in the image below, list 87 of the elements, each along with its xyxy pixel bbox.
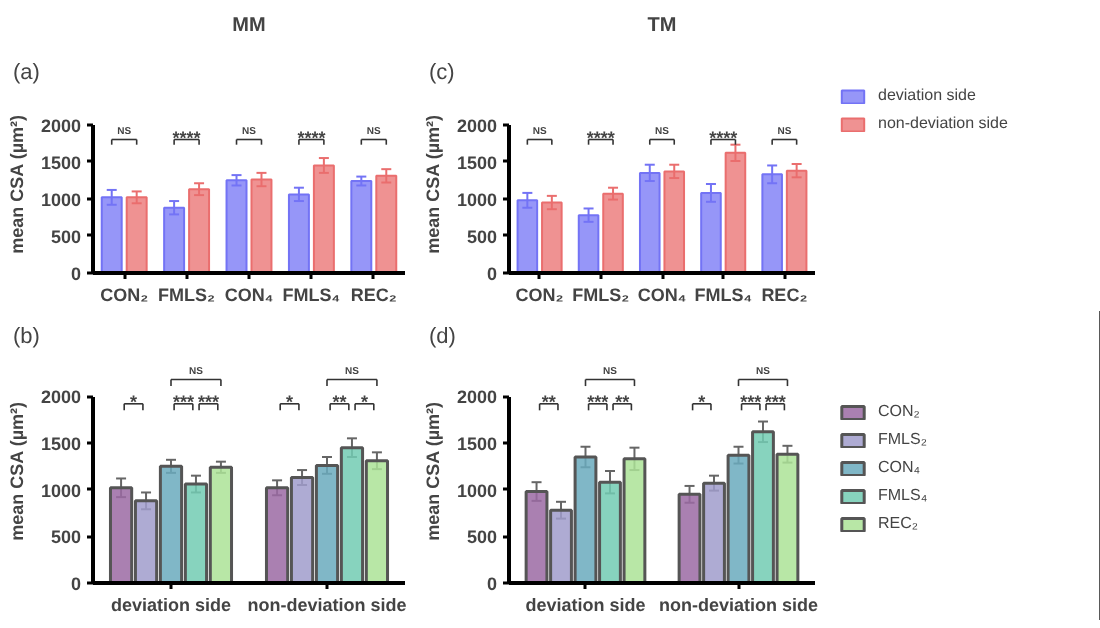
bar — [638, 171, 661, 273]
x-tick-label: non-deviation side — [247, 595, 407, 615]
y-tick-label: 0 — [486, 574, 498, 594]
y-axis-title: mean CSA (µm²) — [422, 114, 443, 254]
annotation: ** — [541, 391, 557, 412]
bar — [516, 199, 539, 273]
legend-label: non-deviation side — [878, 114, 1008, 132]
bar — [602, 192, 624, 273]
annotation: *** — [740, 391, 763, 412]
bar — [375, 174, 398, 273]
bar — [724, 151, 747, 273]
y-tick-label: 1500 — [40, 434, 82, 454]
y-tick-label: 2000 — [456, 115, 498, 136]
text: (b) — [13, 325, 40, 349]
bar — [761, 173, 783, 273]
x-tick-label: non-deviation side — [658, 595, 819, 615]
bar — [225, 179, 248, 273]
x-tick-label: CON₂ — [100, 285, 149, 305]
text: (d) — [429, 325, 456, 349]
bar — [350, 180, 373, 273]
y-tick-label: 500 — [466, 527, 498, 548]
y-tick-label: 1500 — [40, 152, 82, 173]
y-tick-label: 1000 — [456, 480, 498, 501]
y-tick-label: 2000 — [40, 387, 82, 408]
bar — [287, 193, 310, 273]
legend-label: CON₂ — [878, 402, 920, 420]
annotation: **** — [709, 127, 739, 148]
annotation: ** — [332, 391, 348, 412]
x-tick-label: FMLS₄ — [282, 285, 341, 305]
bar — [663, 170, 686, 273]
x-tick-label: CON₄ — [224, 285, 274, 305]
annotation: *** — [172, 391, 195, 412]
y-axis-title: mean CSA (µm²) — [422, 401, 443, 541]
y-tick-label: 0 — [70, 264, 82, 284]
x-tick-label: FMLS₂ — [158, 285, 216, 305]
annotation: **** — [297, 127, 327, 148]
annotation: * — [360, 391, 369, 412]
x-tick-label: deviation side — [110, 595, 232, 615]
chart-title: TM — [647, 15, 677, 37]
x-tick-label: FMLS₂ — [572, 285, 630, 305]
legend-label: FMLS₂ — [878, 430, 927, 448]
annotation: *** — [764, 391, 787, 412]
y-tick-label: 1500 — [456, 434, 498, 454]
annotation: *** — [197, 391, 220, 412]
annotation: **** — [586, 127, 616, 148]
legend-label: CON₄ — [878, 458, 921, 476]
y-tick-label: 1000 — [456, 189, 498, 210]
text: (a) — [13, 61, 40, 85]
bar — [577, 214, 600, 273]
bar — [188, 188, 211, 273]
x-tick-label: CON₂ — [515, 285, 564, 305]
y-tick-label: 2000 — [40, 115, 82, 136]
y-tick-label: 1000 — [40, 480, 82, 501]
legend-label: FMLS₄ — [878, 486, 928, 504]
x-tick-label: CON₄ — [637, 285, 687, 305]
y-tick-label: 0 — [70, 574, 82, 594]
bar — [250, 178, 273, 273]
y-tick-label: 1500 — [456, 152, 498, 173]
chart-title: MM — [232, 15, 266, 37]
x-tick-label: FMLS₄ — [694, 285, 753, 305]
bar — [100, 196, 123, 273]
bar — [125, 196, 148, 273]
annotation: * — [286, 391, 295, 412]
y-tick-label: 2000 — [456, 387, 498, 408]
y-tick-label: 1000 — [40, 189, 82, 210]
annotation: * — [698, 391, 707, 412]
annotation: ** — [615, 391, 631, 412]
text: (c) — [429, 61, 455, 85]
bar — [312, 164, 335, 273]
annotation: **** — [172, 127, 202, 148]
annotation: * — [130, 391, 139, 412]
bar — [700, 191, 722, 273]
y-tick-label: 500 — [50, 226, 82, 247]
legend-label: REC₂ — [878, 514, 918, 532]
y-tick-label: 500 — [466, 226, 498, 247]
x-tick-label: deviation side — [525, 595, 646, 615]
y-tick-label: 500 — [50, 527, 82, 548]
y-axis-title: mean CSA (µm²) — [6, 401, 27, 541]
annotation: *** — [587, 391, 610, 412]
x-tick-label: REC₂ — [350, 285, 397, 305]
bar — [785, 169, 808, 273]
x-tick-label: REC₂ — [761, 285, 808, 305]
y-axis-title: mean CSA (µm²) — [6, 114, 27, 254]
bar — [541, 201, 563, 273]
bar — [163, 206, 186, 273]
y-tick-label: 0 — [486, 264, 498, 284]
legend-label: deviation side — [878, 86, 976, 104]
